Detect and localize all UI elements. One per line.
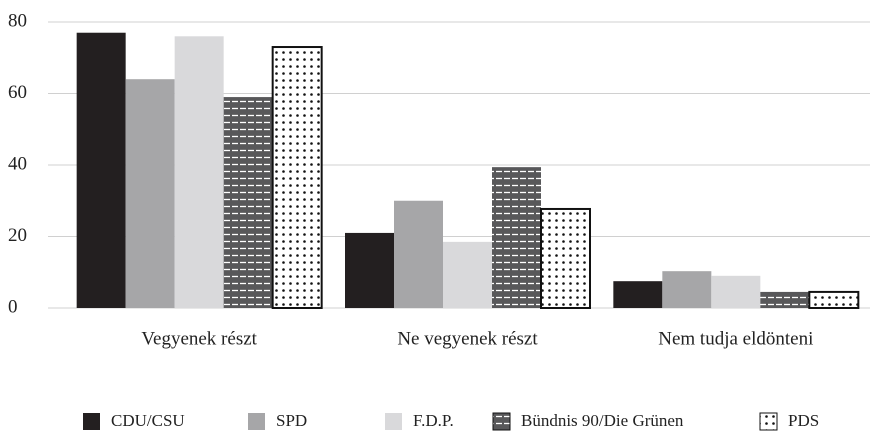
bar (711, 275, 761, 308)
legend: CDU/CSU SPD F.D.P. Bündnis 90/Die Grünen PDS (83, 411, 819, 431)
bar (443, 241, 492, 308)
legend-swatch (248, 413, 265, 430)
bar (492, 167, 541, 308)
y-tick-label: 80 (8, 10, 27, 31)
bar (540, 207, 591, 309)
legend-swatch (83, 413, 100, 430)
bar (271, 46, 323, 310)
bar (223, 97, 273, 308)
bar (345, 232, 394, 308)
legend-swatch (385, 413, 402, 430)
legend-label: F.D.P. (413, 411, 454, 430)
bar (174, 36, 224, 309)
bar (808, 290, 860, 310)
bar (394, 200, 443, 308)
y-tick-label: 20 (8, 225, 27, 246)
bar (613, 281, 663, 308)
legend-swatch (759, 412, 778, 431)
legend-label: SPD (276, 411, 307, 430)
x-tick-label: Vegyenek részt (141, 328, 257, 349)
legend-swatch (492, 412, 511, 431)
bar (760, 291, 810, 308)
bar (662, 271, 712, 308)
y-tick-label: 40 (8, 153, 27, 174)
y-tick-label: 0 (8, 296, 18, 317)
legend-label: Bündnis 90/Die Grünen (521, 411, 684, 430)
y-tick-label: 60 (8, 82, 27, 103)
bar (125, 79, 175, 308)
legend-label: PDS (788, 411, 819, 430)
legend-label: CDU/CSU (111, 411, 185, 430)
x-tick-label: Ne vegyenek részt (397, 328, 538, 349)
x-tick-label: Nem tudja eldönteni (658, 328, 813, 349)
bar (76, 32, 126, 308)
